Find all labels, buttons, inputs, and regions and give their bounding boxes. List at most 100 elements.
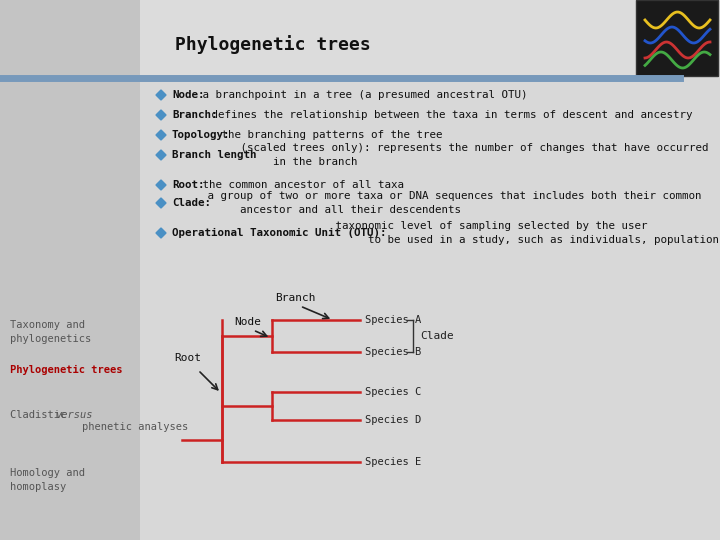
- Bar: [200, 0, 210, 540]
- Bar: [440, 0, 450, 540]
- Text: Clade: Clade: [420, 331, 454, 341]
- Bar: [630, 0, 640, 540]
- Bar: [150, 0, 160, 540]
- Bar: [400, 0, 410, 540]
- Bar: [180, 0, 190, 540]
- Text: Branch:: Branch:: [172, 110, 217, 120]
- Bar: [110, 0, 120, 540]
- Text: Branch: Branch: [275, 293, 315, 303]
- Text: Phylogenetic trees: Phylogenetic trees: [10, 365, 122, 375]
- Bar: [540, 0, 550, 540]
- Bar: [80, 0, 90, 540]
- Bar: [700, 0, 710, 540]
- Bar: [100, 0, 110, 540]
- Bar: [0, 0, 10, 540]
- Bar: [550, 0, 560, 540]
- Bar: [510, 0, 520, 540]
- Polygon shape: [156, 228, 166, 238]
- Bar: [140, 78, 720, 540]
- Bar: [170, 0, 180, 540]
- Polygon shape: [156, 180, 166, 190]
- Bar: [260, 0, 270, 540]
- Text: Node: Node: [235, 317, 261, 327]
- Text: phenetic analyses: phenetic analyses: [82, 410, 188, 431]
- Text: Root:: Root:: [172, 180, 204, 190]
- Bar: [370, 0, 380, 540]
- Text: Root: Root: [174, 353, 202, 363]
- Bar: [10, 0, 20, 540]
- Text: Species E: Species E: [365, 457, 421, 467]
- Bar: [70, 0, 80, 540]
- Bar: [300, 0, 310, 540]
- Bar: [210, 0, 220, 540]
- Bar: [240, 0, 250, 540]
- Bar: [330, 0, 340, 540]
- Bar: [570, 0, 580, 540]
- Text: Node:: Node:: [172, 90, 204, 100]
- Bar: [640, 0, 650, 540]
- Text: Branch length: Branch length: [172, 150, 256, 160]
- Bar: [480, 0, 490, 540]
- Text: Species B: Species B: [365, 347, 421, 357]
- Bar: [360, 0, 370, 540]
- Bar: [590, 0, 600, 540]
- Polygon shape: [156, 90, 166, 100]
- Text: the branching patterns of the tree: the branching patterns of the tree: [215, 130, 442, 140]
- Text: taxonomic level of sampling selected by the user
      to be used in a study, su: taxonomic level of sampling selected by …: [329, 221, 720, 245]
- Text: Taxonomy and
phylogenetics: Taxonomy and phylogenetics: [10, 320, 91, 344]
- Bar: [340, 0, 350, 540]
- FancyBboxPatch shape: [636, 0, 718, 76]
- Text: Homology and
homoplasy: Homology and homoplasy: [10, 468, 85, 492]
- Bar: [470, 0, 480, 540]
- Text: Cladistic: Cladistic: [10, 410, 73, 420]
- Bar: [250, 0, 260, 540]
- Bar: [390, 0, 400, 540]
- Bar: [140, 0, 720, 78]
- Bar: [650, 0, 660, 540]
- Polygon shape: [156, 130, 166, 140]
- Bar: [0, 0, 140, 540]
- Text: (scaled trees only): represents the number of changes that have occurred
      i: (scaled trees only): represents the numb…: [234, 143, 708, 167]
- Bar: [160, 0, 170, 540]
- Bar: [140, 0, 150, 540]
- Bar: [220, 0, 230, 540]
- Bar: [670, 0, 680, 540]
- Text: versus: versus: [55, 410, 92, 420]
- Text: Operational Taxonomic Unit (OTU):: Operational Taxonomic Unit (OTU):: [172, 228, 387, 238]
- Bar: [310, 0, 320, 540]
- Bar: [50, 0, 60, 540]
- Text: Clade:: Clade:: [172, 198, 211, 208]
- Bar: [90, 0, 100, 540]
- Bar: [30, 0, 40, 540]
- Polygon shape: [156, 110, 166, 120]
- Bar: [410, 0, 420, 540]
- Bar: [60, 0, 70, 540]
- Bar: [430, 0, 440, 540]
- Polygon shape: [156, 150, 166, 160]
- Bar: [290, 0, 300, 540]
- Bar: [460, 0, 470, 540]
- Bar: [270, 0, 280, 540]
- Bar: [380, 0, 390, 540]
- Bar: [690, 0, 700, 540]
- Bar: [420, 0, 430, 540]
- Text: Species C: Species C: [365, 387, 421, 397]
- Bar: [40, 0, 50, 540]
- Bar: [490, 0, 500, 540]
- Bar: [520, 0, 530, 540]
- Bar: [280, 0, 290, 540]
- Text: Topology:: Topology:: [172, 130, 230, 140]
- Bar: [20, 0, 30, 540]
- Bar: [190, 0, 200, 540]
- Bar: [350, 0, 360, 540]
- Bar: [320, 0, 330, 540]
- Bar: [580, 0, 590, 540]
- Bar: [530, 0, 540, 540]
- Bar: [680, 0, 690, 540]
- Text: Species A: Species A: [365, 315, 421, 325]
- Text: the common ancestor of all taxa: the common ancestor of all taxa: [196, 180, 404, 190]
- Bar: [710, 0, 720, 540]
- Text: defines the relationship between the taxa in terms of descent and ancestry: defines the relationship between the tax…: [205, 110, 693, 120]
- Bar: [610, 0, 620, 540]
- Text: Species D: Species D: [365, 415, 421, 425]
